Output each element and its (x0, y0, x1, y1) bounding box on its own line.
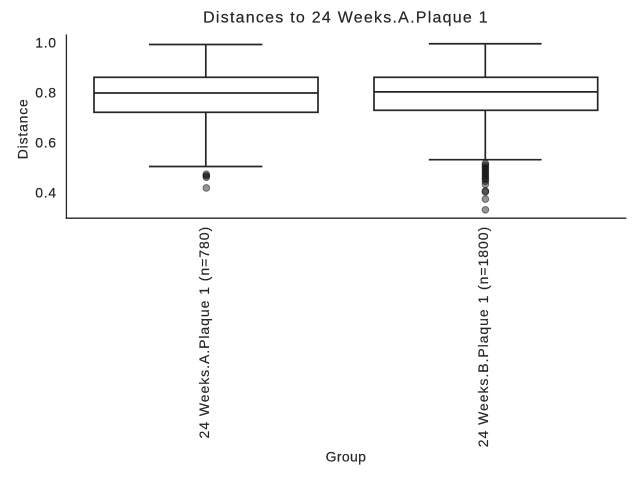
svg-text:Distances to 24 Weeks.A.Plaque: Distances to 24 Weeks.A.Plaque 1 (203, 10, 489, 27)
svg-text:Group: Group (326, 448, 367, 464)
svg-text:24 Weeks.A.Plaque 1 (n=780): 24 Weeks.A.Plaque 1 (n=780) (196, 226, 212, 439)
svg-text:1.0: 1.0 (35, 35, 57, 51)
svg-text:0.8: 0.8 (35, 85, 57, 101)
svg-text:24 Weeks.B.Plaque 1 (n=1800): 24 Weeks.B.Plaque 1 (n=1800) (475, 226, 491, 447)
svg-text:Distance: Distance (14, 98, 30, 159)
svg-text:0.6: 0.6 (35, 135, 57, 151)
svg-text:0.4: 0.4 (35, 184, 57, 200)
